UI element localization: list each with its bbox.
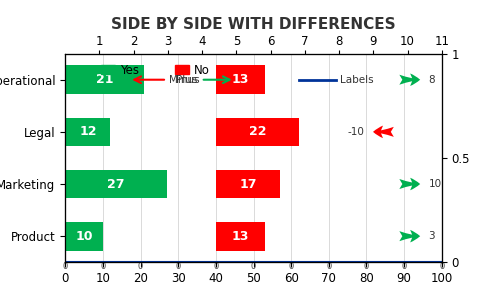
Text: 0: 0: [288, 262, 293, 271]
Text: Minus: Minus: [168, 75, 199, 85]
Text: 13: 13: [231, 230, 248, 243]
Text: 0: 0: [326, 262, 331, 271]
Text: 0: 0: [213, 262, 218, 271]
Bar: [215, 117, 298, 146]
Text: 3: 3: [428, 231, 434, 241]
Text: 0: 0: [401, 262, 406, 271]
Bar: [215, 222, 265, 251]
Text: 0: 0: [363, 262, 368, 271]
Bar: [65, 170, 166, 198]
Text: 0: 0: [175, 262, 180, 271]
Text: 0: 0: [250, 262, 256, 271]
Text: 27: 27: [107, 178, 125, 190]
Bar: [65, 117, 110, 146]
Legend: Yes, No: Yes, No: [101, 64, 209, 77]
Text: 0: 0: [63, 262, 68, 271]
Bar: [215, 65, 265, 94]
Text: -10: -10: [347, 127, 364, 137]
Text: 12: 12: [79, 125, 96, 138]
Bar: [65, 222, 103, 251]
Text: 0: 0: [100, 262, 105, 271]
Title: SIDE BY SIDE WITH DIFFERENCES: SIDE BY SIDE WITH DIFFERENCES: [111, 17, 395, 32]
Text: 0: 0: [438, 262, 443, 271]
Text: Labels: Labels: [340, 75, 373, 85]
Text: 10: 10: [75, 230, 93, 243]
Text: 22: 22: [248, 125, 266, 138]
Text: Plus: Plus: [175, 75, 196, 85]
Text: 10: 10: [428, 179, 441, 189]
Text: 8: 8: [428, 75, 434, 85]
Text: 13: 13: [231, 73, 248, 86]
Text: 0: 0: [138, 262, 143, 271]
Bar: [65, 65, 144, 94]
Text: 21: 21: [96, 73, 113, 86]
Text: 17: 17: [238, 178, 256, 190]
Bar: [215, 170, 280, 198]
